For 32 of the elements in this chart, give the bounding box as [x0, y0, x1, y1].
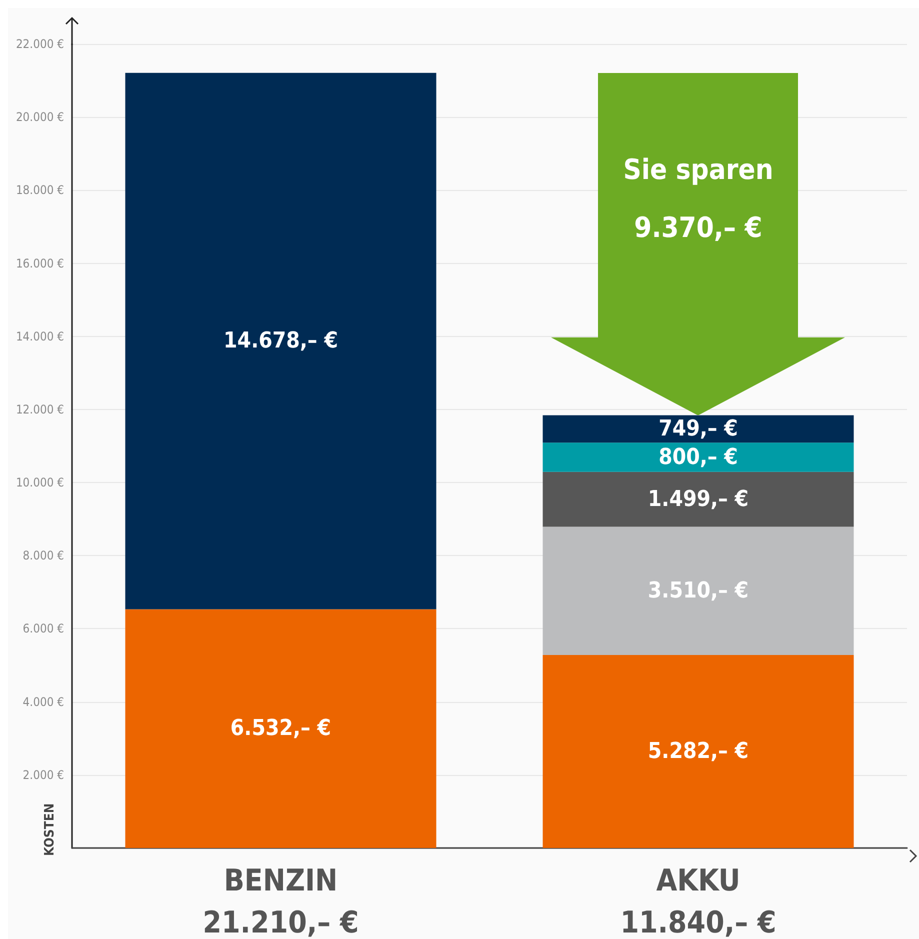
- annotation: Sie sparen: [622, 152, 774, 188]
- bar: [125, 609, 436, 848]
- bar: [542, 442, 854, 472]
- y-tick-label: 16.000 €: [16, 256, 64, 270]
- data-label: 3.510,– €: [648, 578, 749, 604]
- bar: [542, 472, 854, 527]
- y-tick-label: 6.000 €: [22, 622, 64, 636]
- total-label: 21.210,– €: [202, 906, 359, 939]
- y-tick-label: 18.000 €: [16, 183, 64, 198]
- bar: [542, 654, 854, 848]
- total-label: 11.840,– €: [620, 906, 776, 939]
- y-tick-label: 8.000 €: [22, 548, 64, 563]
- data-label: 6.532,– €: [230, 716, 332, 742]
- data-label: 5.282,– €: [648, 738, 749, 764]
- bar: [542, 526, 854, 655]
- data-label: 800,– €: [658, 444, 738, 470]
- data-label: 749,– €: [658, 416, 738, 442]
- y-tick-label: 4.000 €: [22, 694, 64, 709]
- x-tick-label: BENZIN: [224, 864, 338, 898]
- bar: [542, 415, 854, 443]
- y-tick-label: 2.000 €: [22, 768, 64, 782]
- y-axis-title: KOSTEN: [42, 803, 58, 856]
- annotation: 9.370,– €: [633, 210, 764, 246]
- data-label: 1.499,– €: [648, 486, 749, 512]
- y-tick-label: 22.000 €: [16, 37, 64, 51]
- y-tick-label: 12.000 €: [16, 402, 64, 416]
- y-tick-label: 14.000 €: [16, 329, 64, 344]
- y-tick-label: 10.000 €: [16, 476, 64, 490]
- bar: [125, 72, 436, 610]
- x-tick-label: AKKU: [656, 864, 740, 898]
- y-tick-label: 20.000 €: [16, 110, 64, 124]
- data-label: 14.678,– €: [224, 328, 338, 354]
